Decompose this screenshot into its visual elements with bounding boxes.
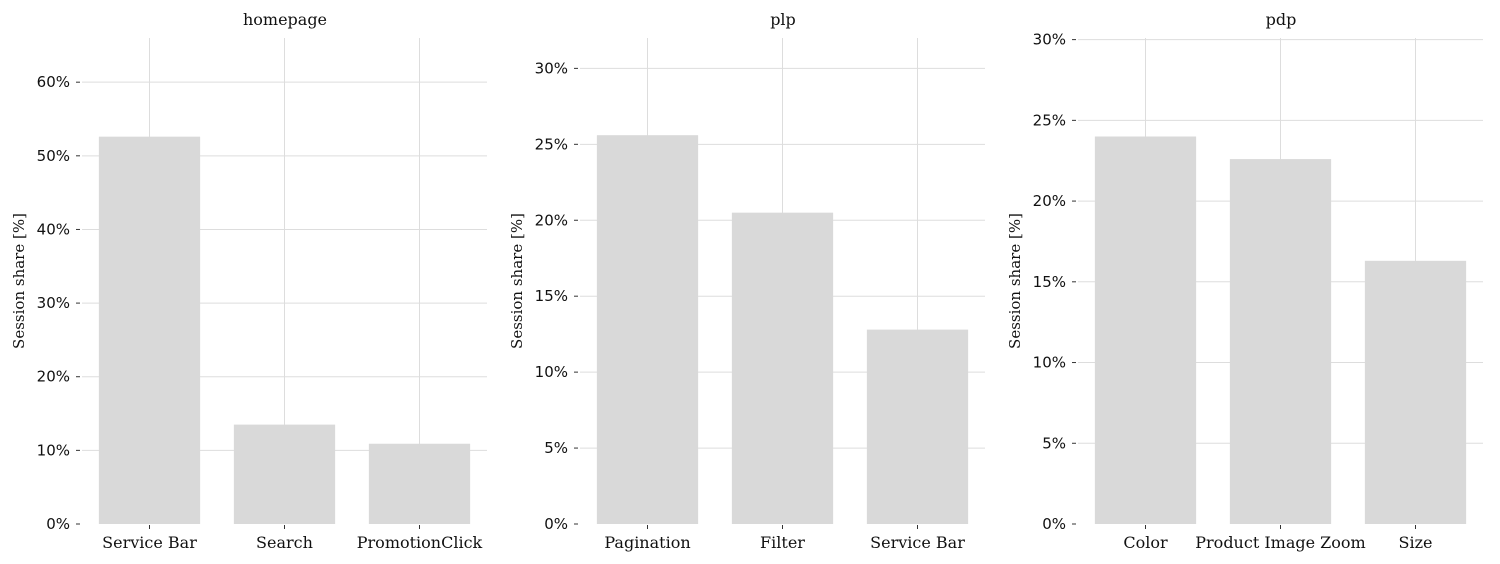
bar-color bbox=[1094, 136, 1197, 524]
y-tick-label: 20% bbox=[37, 368, 70, 386]
pdp-panel: 0% 5% 10% 15% 20% 25% 30% Color Product Image Zo… bbox=[1006, 10, 1483, 552]
x-tick-label: Color bbox=[1123, 533, 1168, 552]
bar-product-image-zoom bbox=[1229, 159, 1332, 524]
bar-promotionclick bbox=[368, 443, 471, 524]
y-tick-label: 30% bbox=[37, 294, 70, 312]
bar-size bbox=[1364, 260, 1467, 524]
y-axis-label: Session share [%] bbox=[1006, 213, 1024, 349]
y-tick-label: 15% bbox=[535, 287, 568, 305]
y-tick-label: 25% bbox=[1033, 111, 1066, 129]
x-tick-label: Filter bbox=[760, 533, 805, 552]
y-tick-label: 30% bbox=[1033, 31, 1066, 49]
y-tick-label: 0% bbox=[46, 515, 70, 533]
chart-title: homepage bbox=[243, 10, 327, 29]
homepage-panel: 0% 10% 20% 30% 40% 50% 60% Service Bar Search Pro… bbox=[10, 10, 487, 552]
y-tick-label: 40% bbox=[37, 220, 70, 238]
y-tick-label: 20% bbox=[535, 211, 568, 229]
y-tick-label: 10% bbox=[1033, 354, 1066, 372]
y-tick-label: 10% bbox=[37, 441, 70, 459]
y-axis-label: Session share [%] bbox=[508, 213, 526, 349]
x-tick-label: Service Bar bbox=[870, 533, 965, 552]
y-tick-label: 5% bbox=[1042, 434, 1066, 452]
y-tick-label: 0% bbox=[544, 515, 568, 533]
bar-pagination bbox=[596, 135, 699, 524]
y-axis-label: Session share [%] bbox=[10, 213, 28, 349]
x-tick-label: Search bbox=[256, 533, 313, 552]
plp-panel: 0% 5% 10% 15% 20% 25% 30% Pagination Filter Servi… bbox=[508, 10, 985, 552]
y-tick-label: 25% bbox=[535, 135, 568, 153]
x-tick-label: Size bbox=[1399, 533, 1433, 552]
x-tick-label: PromotionClick bbox=[357, 533, 483, 552]
y-tick-label: 60% bbox=[37, 73, 70, 91]
y-tick-label: 10% bbox=[535, 363, 568, 381]
bar-filter bbox=[731, 212, 834, 524]
bar-service-bar bbox=[866, 329, 969, 524]
x-tick-label: Service Bar bbox=[102, 533, 197, 552]
chart-title: plp bbox=[770, 10, 796, 29]
y-tick-label: 15% bbox=[1033, 273, 1066, 291]
chart-title: pdp bbox=[1266, 10, 1297, 29]
y-tick-label: 50% bbox=[37, 147, 70, 165]
y-tick-label: 30% bbox=[535, 59, 568, 77]
y-tick-label: 20% bbox=[1033, 192, 1066, 210]
y-tick-label: 5% bbox=[544, 439, 568, 457]
y-tick-label: 0% bbox=[1042, 515, 1066, 533]
bar-search bbox=[233, 424, 336, 524]
x-tick-label: Pagination bbox=[604, 533, 690, 552]
bar-service-bar bbox=[98, 136, 201, 524]
x-tick-label: Product Image Zoom bbox=[1195, 533, 1365, 552]
